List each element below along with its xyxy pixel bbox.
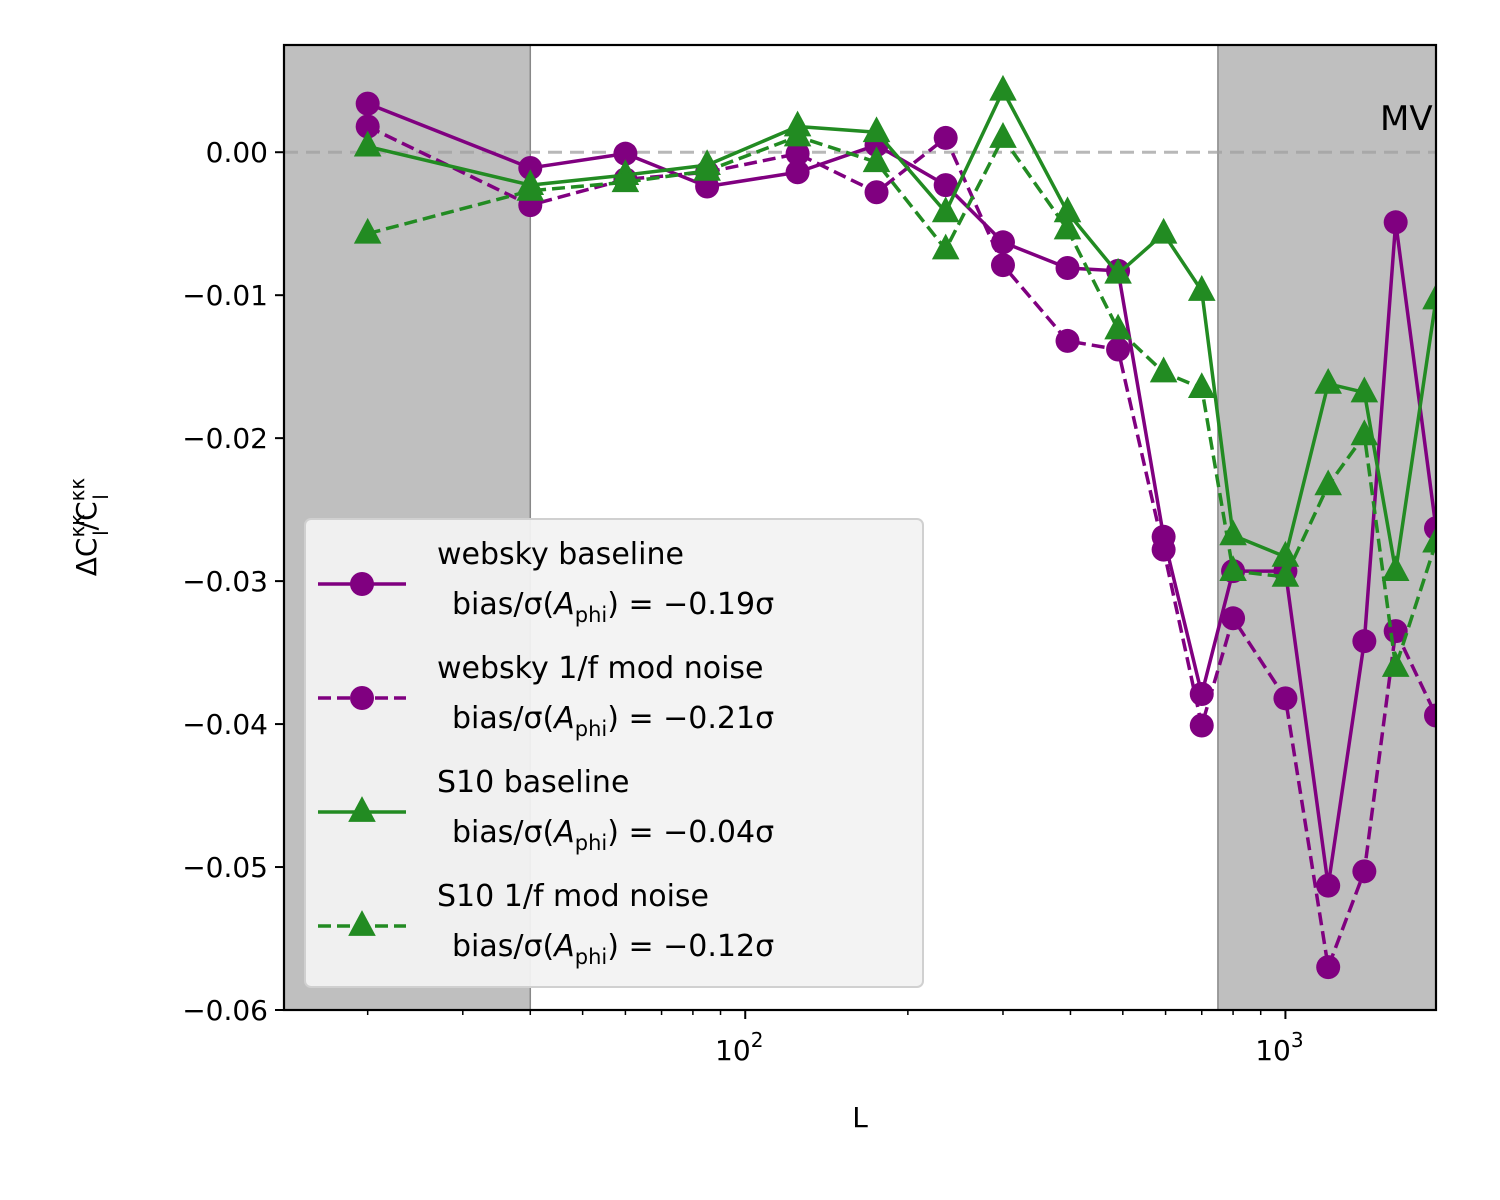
data-point [1106,337,1131,362]
data-point [516,174,545,201]
data-point [1221,606,1246,631]
legend-marker [350,686,374,710]
data-point [1151,537,1176,562]
data-point [1189,713,1214,738]
data-point [1383,210,1408,235]
legend-marker [348,910,376,936]
shaded-region-2 [1217,45,1436,1010]
legend-label: websky baseline [437,537,684,572]
data-point [1422,526,1436,553]
data-point [613,141,638,166]
data-point [1271,560,1300,587]
legend-bias: bias/σ(Aphi) = −0.21σ [452,701,774,741]
data-point [1219,555,1247,582]
data-point [1316,873,1341,898]
series-line [367,101,1436,888]
data-point [1422,283,1436,310]
series-line [367,134,1436,669]
legend-label: S10 1/f mod noise [437,879,709,914]
series-3 [353,74,1436,582]
data-point [1053,213,1082,240]
data-point [1273,686,1298,711]
data-point [1149,217,1178,244]
y-tick-label: −0.05 [182,851,268,884]
series-4 [353,120,1436,677]
series-layer [353,74,1436,980]
data-point [1187,275,1216,301]
data-point [862,146,891,173]
data-point [1350,419,1379,446]
data-point [1316,955,1341,980]
legend-entry-2: websky 1/f mod noise bias/σ(Aphi) = −0.21… [318,651,774,741]
y-tick-label: −0.04 [182,708,268,741]
legend-marker [350,572,374,596]
data-point [353,130,382,157]
legend-bias: bias/σ(Aphi) = −0.19σ [452,587,774,627]
x-tick-label: 102 [715,1028,763,1067]
data-point [1381,555,1410,582]
y-tick-label: −0.03 [182,565,268,598]
data-point [989,74,1017,101]
panel-label: MV [1380,99,1433,139]
data-point [1352,629,1377,654]
data-point [693,154,721,181]
x-axis-ticks: 102 103 [366,1010,1304,1067]
data-point [933,173,958,198]
series-1 [355,91,1436,898]
data-point [783,120,812,147]
legend-marker [348,796,376,822]
legend-entry-1: websky baseline bias/σ(Aphi) = −0.19σ [318,537,774,627]
data-point [1381,651,1410,677]
data-point [1055,328,1080,353]
data-point [931,233,960,260]
data-point [785,141,810,166]
data-point [785,160,810,185]
legend-bias: bias/σ(Aphi) = −0.12σ [452,929,774,969]
data-point [933,125,958,150]
data-point [1350,376,1379,403]
data-point [931,196,960,223]
data-point [355,91,380,116]
data-point [1271,540,1300,567]
data-point [1104,257,1132,284]
y-tick-label: −0.06 [182,994,268,1027]
legend-entry-3: S10 baseline bias/σ(Aphi) = −0.04σ [318,765,774,855]
y-tick-label: −0.02 [182,422,268,455]
data-point [862,116,891,143]
data-point [1424,703,1436,728]
data-point [990,253,1015,278]
data-point [1314,367,1342,394]
data-point [1149,356,1178,383]
data-point [1314,469,1342,496]
data-point [611,166,640,193]
y-tick-label: 0.00 [206,136,268,169]
data-point [1104,313,1132,340]
y-tick-label: −0.01 [182,279,268,312]
data-point [355,114,380,139]
data-point [1053,196,1082,223]
legend-entry-4: S10 1/f mod noise bias/σ(Aphi) = −0.12σ [318,879,774,969]
legend-label: websky 1/f mod noise [437,651,764,686]
legend-bias: bias/σ(Aphi) = −0.04σ [452,815,774,855]
data-point [1352,859,1377,884]
plot-frame [282,43,1438,1012]
data-point [353,217,382,244]
legend-box [304,518,924,988]
x-tick-label: 103 [1255,1028,1303,1067]
legend-label: S10 baseline [437,765,629,800]
data-point [1055,256,1080,281]
data-point [1187,372,1216,399]
data-point [518,155,543,180]
data-point [989,122,1017,148]
y-axis-ticks: 0.00 −0.01 −0.02 −0.03 −0.04 −0.05 −0.06 [182,136,284,1027]
x-axis-label: L [852,1101,868,1134]
data-point [864,180,889,205]
